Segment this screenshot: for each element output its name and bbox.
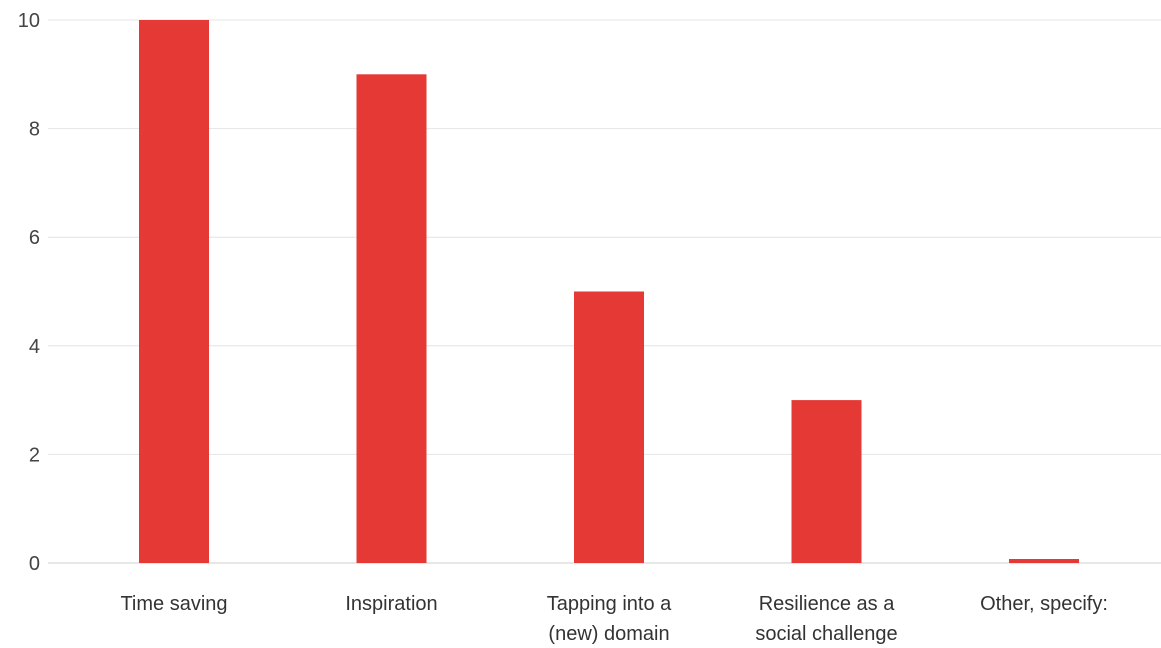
y-axis-ticks: 0 2 4 6 8 10 [18, 10, 40, 575]
bar [1009, 559, 1079, 563]
x-tick-label-line: Inspiration [345, 593, 437, 615]
y-tick-label: 8 [29, 119, 40, 141]
x-tick-label-line: Tapping into a [547, 593, 672, 615]
bar [791, 400, 862, 563]
x-tick-label: Tapping into a (new) domain [547, 593, 672, 645]
x-tick-label-line: social challenge [755, 623, 897, 645]
y-tick-label: 10 [18, 10, 40, 32]
x-tick-label-line: Other, specify: [980, 593, 1108, 615]
x-tick-label-line: Resilience as a [759, 593, 896, 615]
x-tick-label: Other, specify: [980, 593, 1108, 615]
bar [574, 291, 644, 563]
x-tick-label: Resilience as a social challenge [755, 593, 897, 645]
x-tick-label-line: (new) domain [548, 623, 669, 645]
y-tick-label: 2 [29, 444, 40, 466]
y-tick-label: 0 [29, 553, 40, 575]
y-tick-label: 4 [29, 336, 40, 358]
bar [356, 74, 427, 564]
x-tick-label: Inspiration [345, 593, 437, 615]
bar [139, 20, 209, 563]
x-axis-ticks: Time saving Inspiration Tapping into a (new… [120, 593, 1107, 645]
y-tick-label: 6 [29, 227, 40, 249]
bars [139, 20, 1079, 564]
x-tick-label-line: Time saving [120, 593, 227, 615]
x-tick-label: Time saving [120, 593, 227, 615]
